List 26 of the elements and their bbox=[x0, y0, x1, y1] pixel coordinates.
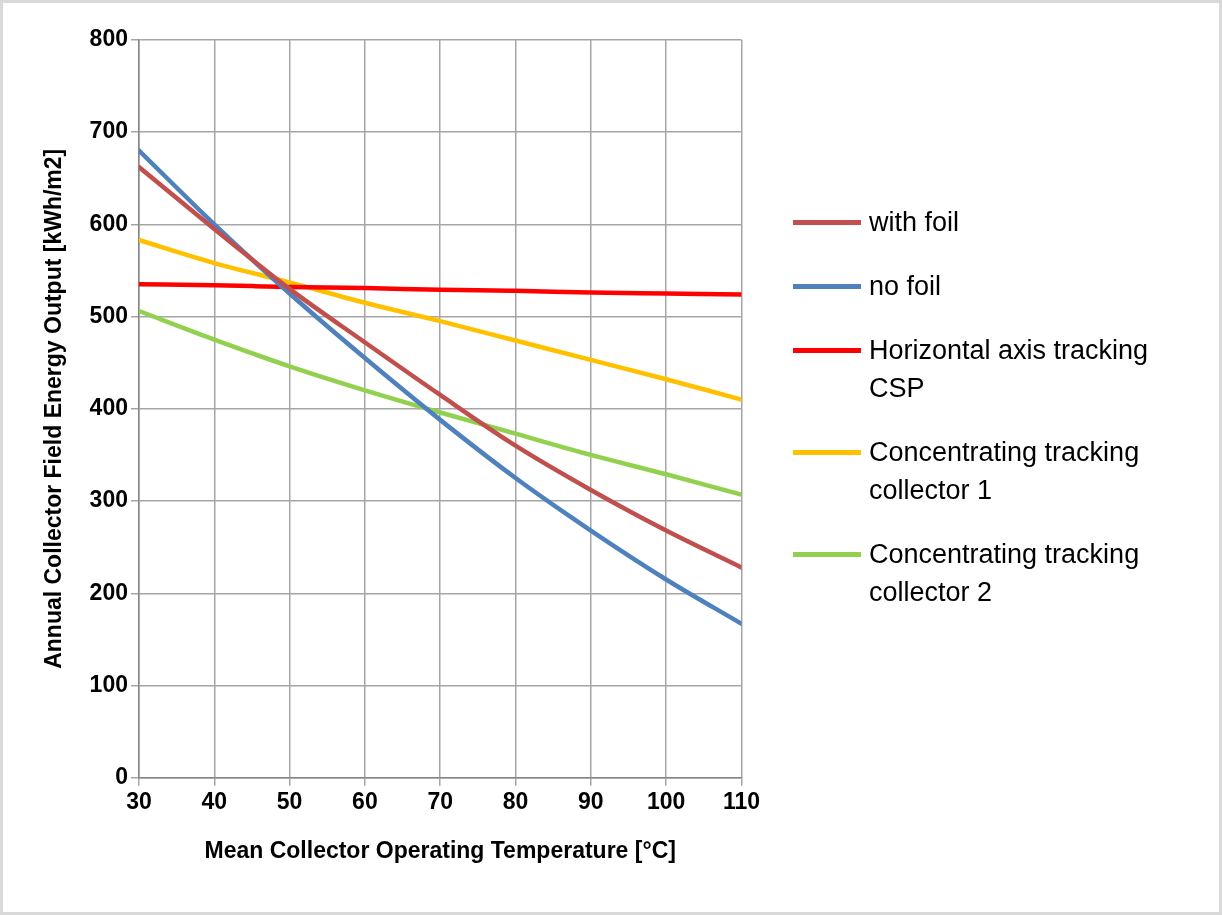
y-tick-label: 400 bbox=[89, 394, 128, 421]
x-tick-label: 70 bbox=[427, 787, 454, 814]
legend-label: Horizontal axis tracking CSP bbox=[869, 334, 1150, 405]
legend-label: Concentrating tracking collector 1 bbox=[869, 436, 1141, 507]
x-tick-label: 30 bbox=[126, 787, 152, 814]
y-tick-label: 800 bbox=[89, 25, 128, 52]
y-tick-label: 100 bbox=[89, 670, 128, 697]
y-tick-label: 600 bbox=[89, 209, 128, 236]
legend-label: no foil bbox=[869, 270, 942, 303]
y-tick-label: 200 bbox=[89, 578, 128, 605]
legend-label: with foil bbox=[869, 206, 960, 239]
y-tick-label: 500 bbox=[89, 301, 128, 328]
y-tick-label: 300 bbox=[89, 486, 128, 513]
x-tick-label: 60 bbox=[352, 787, 378, 814]
x-axis-title: Mean Collector Operating Temperature [°C] bbox=[204, 836, 676, 863]
x-tick-label: 100 bbox=[646, 787, 686, 814]
x-tick-label: 90 bbox=[578, 787, 604, 814]
x-tick-label: 110 bbox=[722, 787, 760, 814]
x-tick-label: 40 bbox=[201, 787, 228, 814]
y-axis-title: Annual Collector Field Energy Output [kWh/m2] bbox=[40, 148, 67, 669]
line-series bbox=[138, 282, 742, 297]
y-tick-label: 700 bbox=[89, 117, 128, 144]
x-tick-label: 50 bbox=[276, 787, 303, 814]
legend-label: Concentrating tracking collector 2 bbox=[869, 538, 1141, 609]
x-tick-label: 80 bbox=[502, 787, 529, 814]
y-tick-label: 0 bbox=[115, 763, 128, 790]
